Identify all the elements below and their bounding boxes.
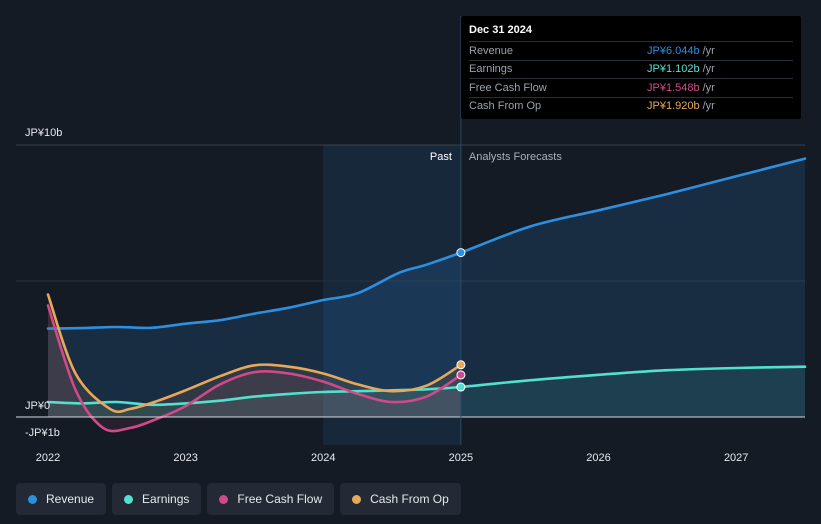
region-label-past: Past (430, 151, 452, 163)
legend-dot-icon (352, 494, 362, 504)
tooltip-label: Free Cash Flow (469, 81, 547, 94)
legend-item-cash-from-op[interactable]: Cash From Op (340, 483, 461, 515)
x-tick-label: 2027 (724, 452, 748, 464)
legend-label: Earnings (142, 492, 190, 506)
tooltip-unit: /yr (702, 44, 715, 57)
area-earnings (48, 366, 805, 417)
tooltip-label: Cash From Op (469, 100, 542, 113)
series-line-revenue (46, 157, 807, 330)
tooltip-date: Dec 31 2024 (469, 24, 532, 36)
x-tick-label: 2024 (311, 452, 335, 464)
tooltip-row-earnings: Earnings JP¥1.102b /yr (469, 59, 793, 79)
tooltip-row-cash-from-op: Cash From Op JP¥1.920b /yr (469, 96, 793, 116)
tooltip-value: JP¥1.920b (647, 100, 700, 113)
tooltip: Dec 31 2024 Revenue JP¥6.044b /yr Earnin… (461, 16, 801, 119)
area-cash-from-op (48, 294, 461, 417)
legend-label: Cash From Op (370, 492, 449, 506)
tooltip-label: Earnings (469, 63, 513, 76)
tooltip-value: JP¥6.044b (647, 44, 700, 57)
x-tick-label: 2022 (36, 452, 60, 464)
point-marker-free-cash-flow (456, 370, 466, 380)
tooltip-value: JP¥1.548b (647, 81, 700, 94)
legend: Revenue Earnings Free Cash Flow Cash Fro… (16, 483, 461, 515)
legend-label: Revenue (46, 492, 95, 506)
tooltip-row-free-cash-flow: Free Cash Flow JP¥1.548b /yr (469, 78, 793, 97)
legend-item-earnings[interactable]: Earnings (112, 483, 202, 515)
x-tick-label: 2026 (586, 452, 610, 464)
tooltip-unit: /yr (702, 100, 715, 113)
point-marker-cash-from-op (456, 360, 466, 370)
x-tick-label: 2023 (173, 452, 197, 464)
region-label-forecast: Analysts Forecasts (469, 151, 562, 163)
area-revenue (48, 158, 805, 417)
legend-item-free-cash-flow[interactable]: Free Cash Flow (207, 483, 335, 515)
y-label-zero: JP¥0 (25, 400, 50, 412)
legend-label: Free Cash Flow (237, 492, 323, 506)
tooltip-row-revenue: Revenue JP¥6.044b /yr (469, 41, 793, 60)
legend-dot-icon (219, 494, 229, 504)
area-free-cash-flow (48, 305, 461, 432)
legend-item-revenue[interactable]: Revenue (16, 483, 107, 515)
tooltip-label: Revenue (469, 44, 514, 57)
point-marker-revenue (456, 248, 466, 258)
x-tick-label: 2025 (449, 452, 473, 464)
tooltip-value: JP¥1.102b (647, 63, 700, 76)
legend-dot-icon (28, 494, 37, 504)
y-label-bottom: -JP¥1b (25, 427, 60, 439)
point-marker-earnings (456, 382, 466, 392)
tooltip-unit: /yr (702, 63, 715, 76)
y-label-top: JP¥10b (25, 127, 62, 139)
tooltip-unit: /yr (702, 81, 715, 94)
legend-dot-icon (124, 494, 134, 504)
series-line-free-cash-flow (46, 304, 463, 433)
series-line-cash-from-op (46, 293, 463, 414)
